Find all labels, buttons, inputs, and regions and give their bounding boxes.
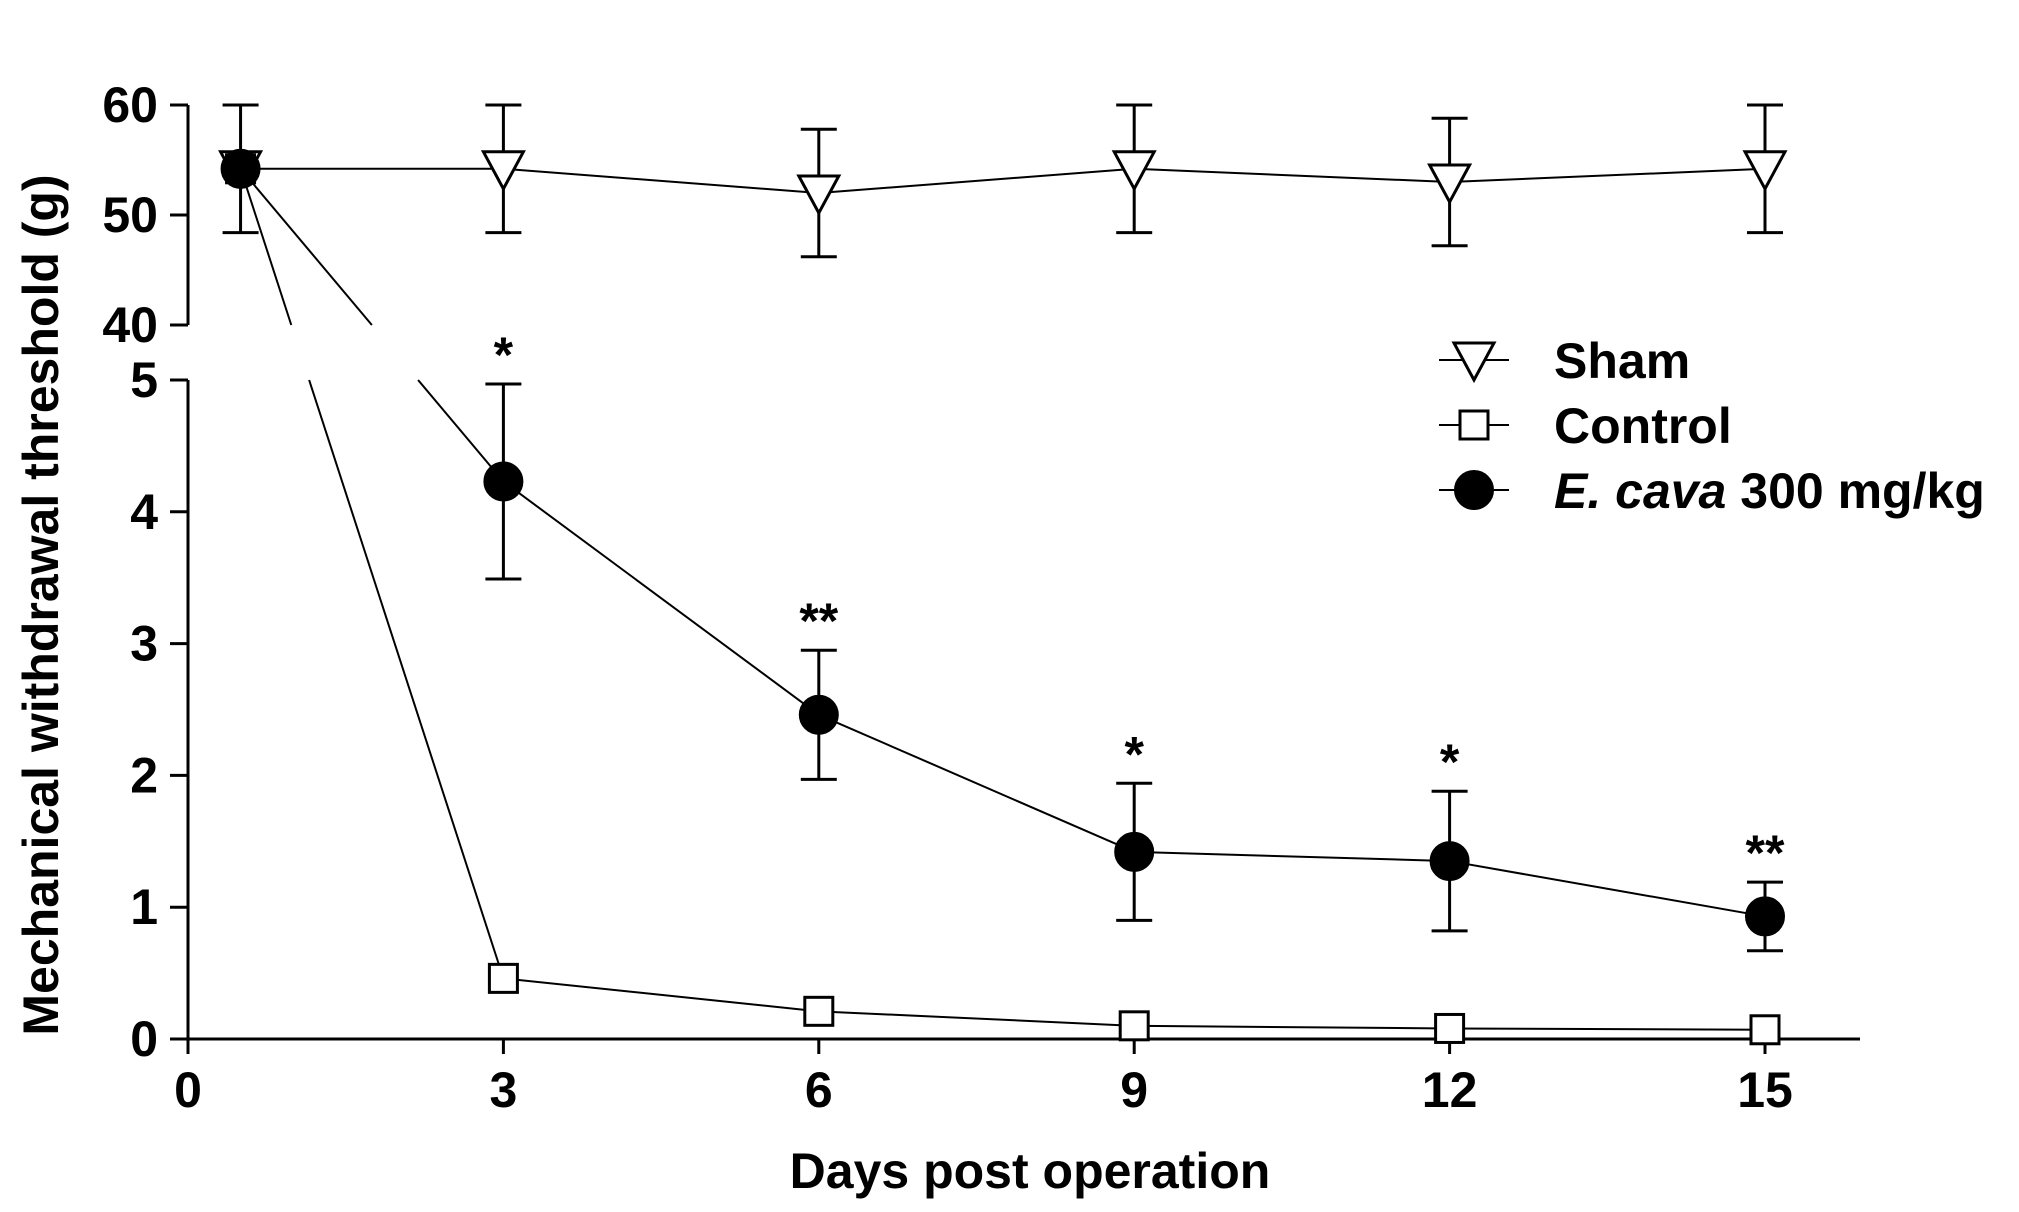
significance-label: ** (1746, 825, 1785, 881)
series-line-segment (308, 379, 505, 979)
y-tick-label: 5 (130, 352, 158, 408)
legend-marker-square-open (1458, 409, 1490, 441)
series-line-segment (502, 480, 820, 716)
x-tick-label: 15 (1737, 1062, 1793, 1118)
data-point-square-open (1434, 1012, 1466, 1044)
data-point-circle-filled (483, 461, 524, 502)
data-point-triangle-down-open (1427, 163, 1473, 206)
series-line-segment (1449, 860, 1766, 918)
data-point-circle-filled (1114, 831, 1155, 872)
series-line-segment (239, 168, 293, 326)
data-point-circle-filled (1745, 896, 1785, 937)
series-line-segment (1134, 167, 1450, 183)
markers (218, 148, 1788, 1046)
legend: Sham Control E. cava 300 mg/kg (1439, 333, 1985, 519)
error-bars (222, 103, 1783, 953)
x-tick-label: 12 (1422, 1062, 1478, 1118)
legend-label: Control (1554, 398, 1732, 454)
series-line-segment (1449, 1027, 1766, 1031)
data-point-triangle-down-open (1111, 150, 1157, 192)
data-point-square-open (803, 995, 835, 1027)
x-axis-title: Days post operation (790, 1143, 1271, 1199)
x-tick-label: 0 (174, 1062, 202, 1118)
x-tick-label: 6 (805, 1062, 833, 1118)
data-point-square-open (487, 962, 519, 994)
series-lines (239, 167, 1766, 1031)
y-tick-label: 40 (102, 297, 158, 353)
series-line-segment (818, 167, 1135, 194)
legend-label: E. cava 300 mg/kg (1554, 463, 1985, 519)
series-line-segment (417, 379, 505, 483)
y-tick-label: 60 (102, 77, 158, 133)
data-point-square-open (1118, 1010, 1150, 1042)
series-line-segment (1134, 1024, 1450, 1030)
data-point-circle-filled (220, 148, 261, 189)
series-line-segment (503, 167, 819, 194)
y-tick-label: 50 (102, 187, 158, 243)
legend-label-italic: E. cava (1554, 463, 1726, 519)
x-tick-label: 3 (489, 1062, 517, 1118)
data-point-triangle-down-open (480, 150, 526, 192)
y-tick-label: 2 (130, 747, 158, 803)
significance-label: ** (799, 593, 838, 649)
y-tick-label: 1 (130, 879, 158, 935)
series-line-segment (503, 977, 819, 1013)
series-line-segment (818, 713, 1135, 853)
data-point-triangle-down-open (1742, 150, 1788, 192)
x-tick-label: 9 (1120, 1062, 1148, 1118)
y-tick-label: 4 (130, 484, 158, 540)
series-line-segment (1449, 167, 1766, 183)
legend-marker-circle-filled (1454, 470, 1494, 510)
significance-labels: **** *** (494, 327, 1785, 881)
data-point-circle-filled (798, 694, 839, 735)
legend-marker-triangle-down-open (1451, 341, 1497, 384)
series-line-segment (818, 1010, 1135, 1027)
y-tick-label: 0 (130, 1011, 158, 1067)
significance-label: * (1440, 734, 1460, 790)
legend-label-rest: 300 mg/kg (1726, 463, 1984, 519)
series-line-segment (239, 168, 373, 326)
legend-label: Sham (1554, 333, 1690, 389)
data-point-square-open (1749, 1014, 1781, 1046)
y-tick-label: 3 (130, 616, 158, 672)
significance-label: * (494, 327, 514, 383)
series-line-segment (1134, 850, 1450, 863)
significance-label: * (1124, 726, 1144, 782)
data-point-triangle-down-open (796, 174, 842, 217)
data-point-circle-filled (1429, 841, 1470, 882)
y-axis-title: Mechanical withdrawal threshold (g) (13, 174, 69, 1035)
